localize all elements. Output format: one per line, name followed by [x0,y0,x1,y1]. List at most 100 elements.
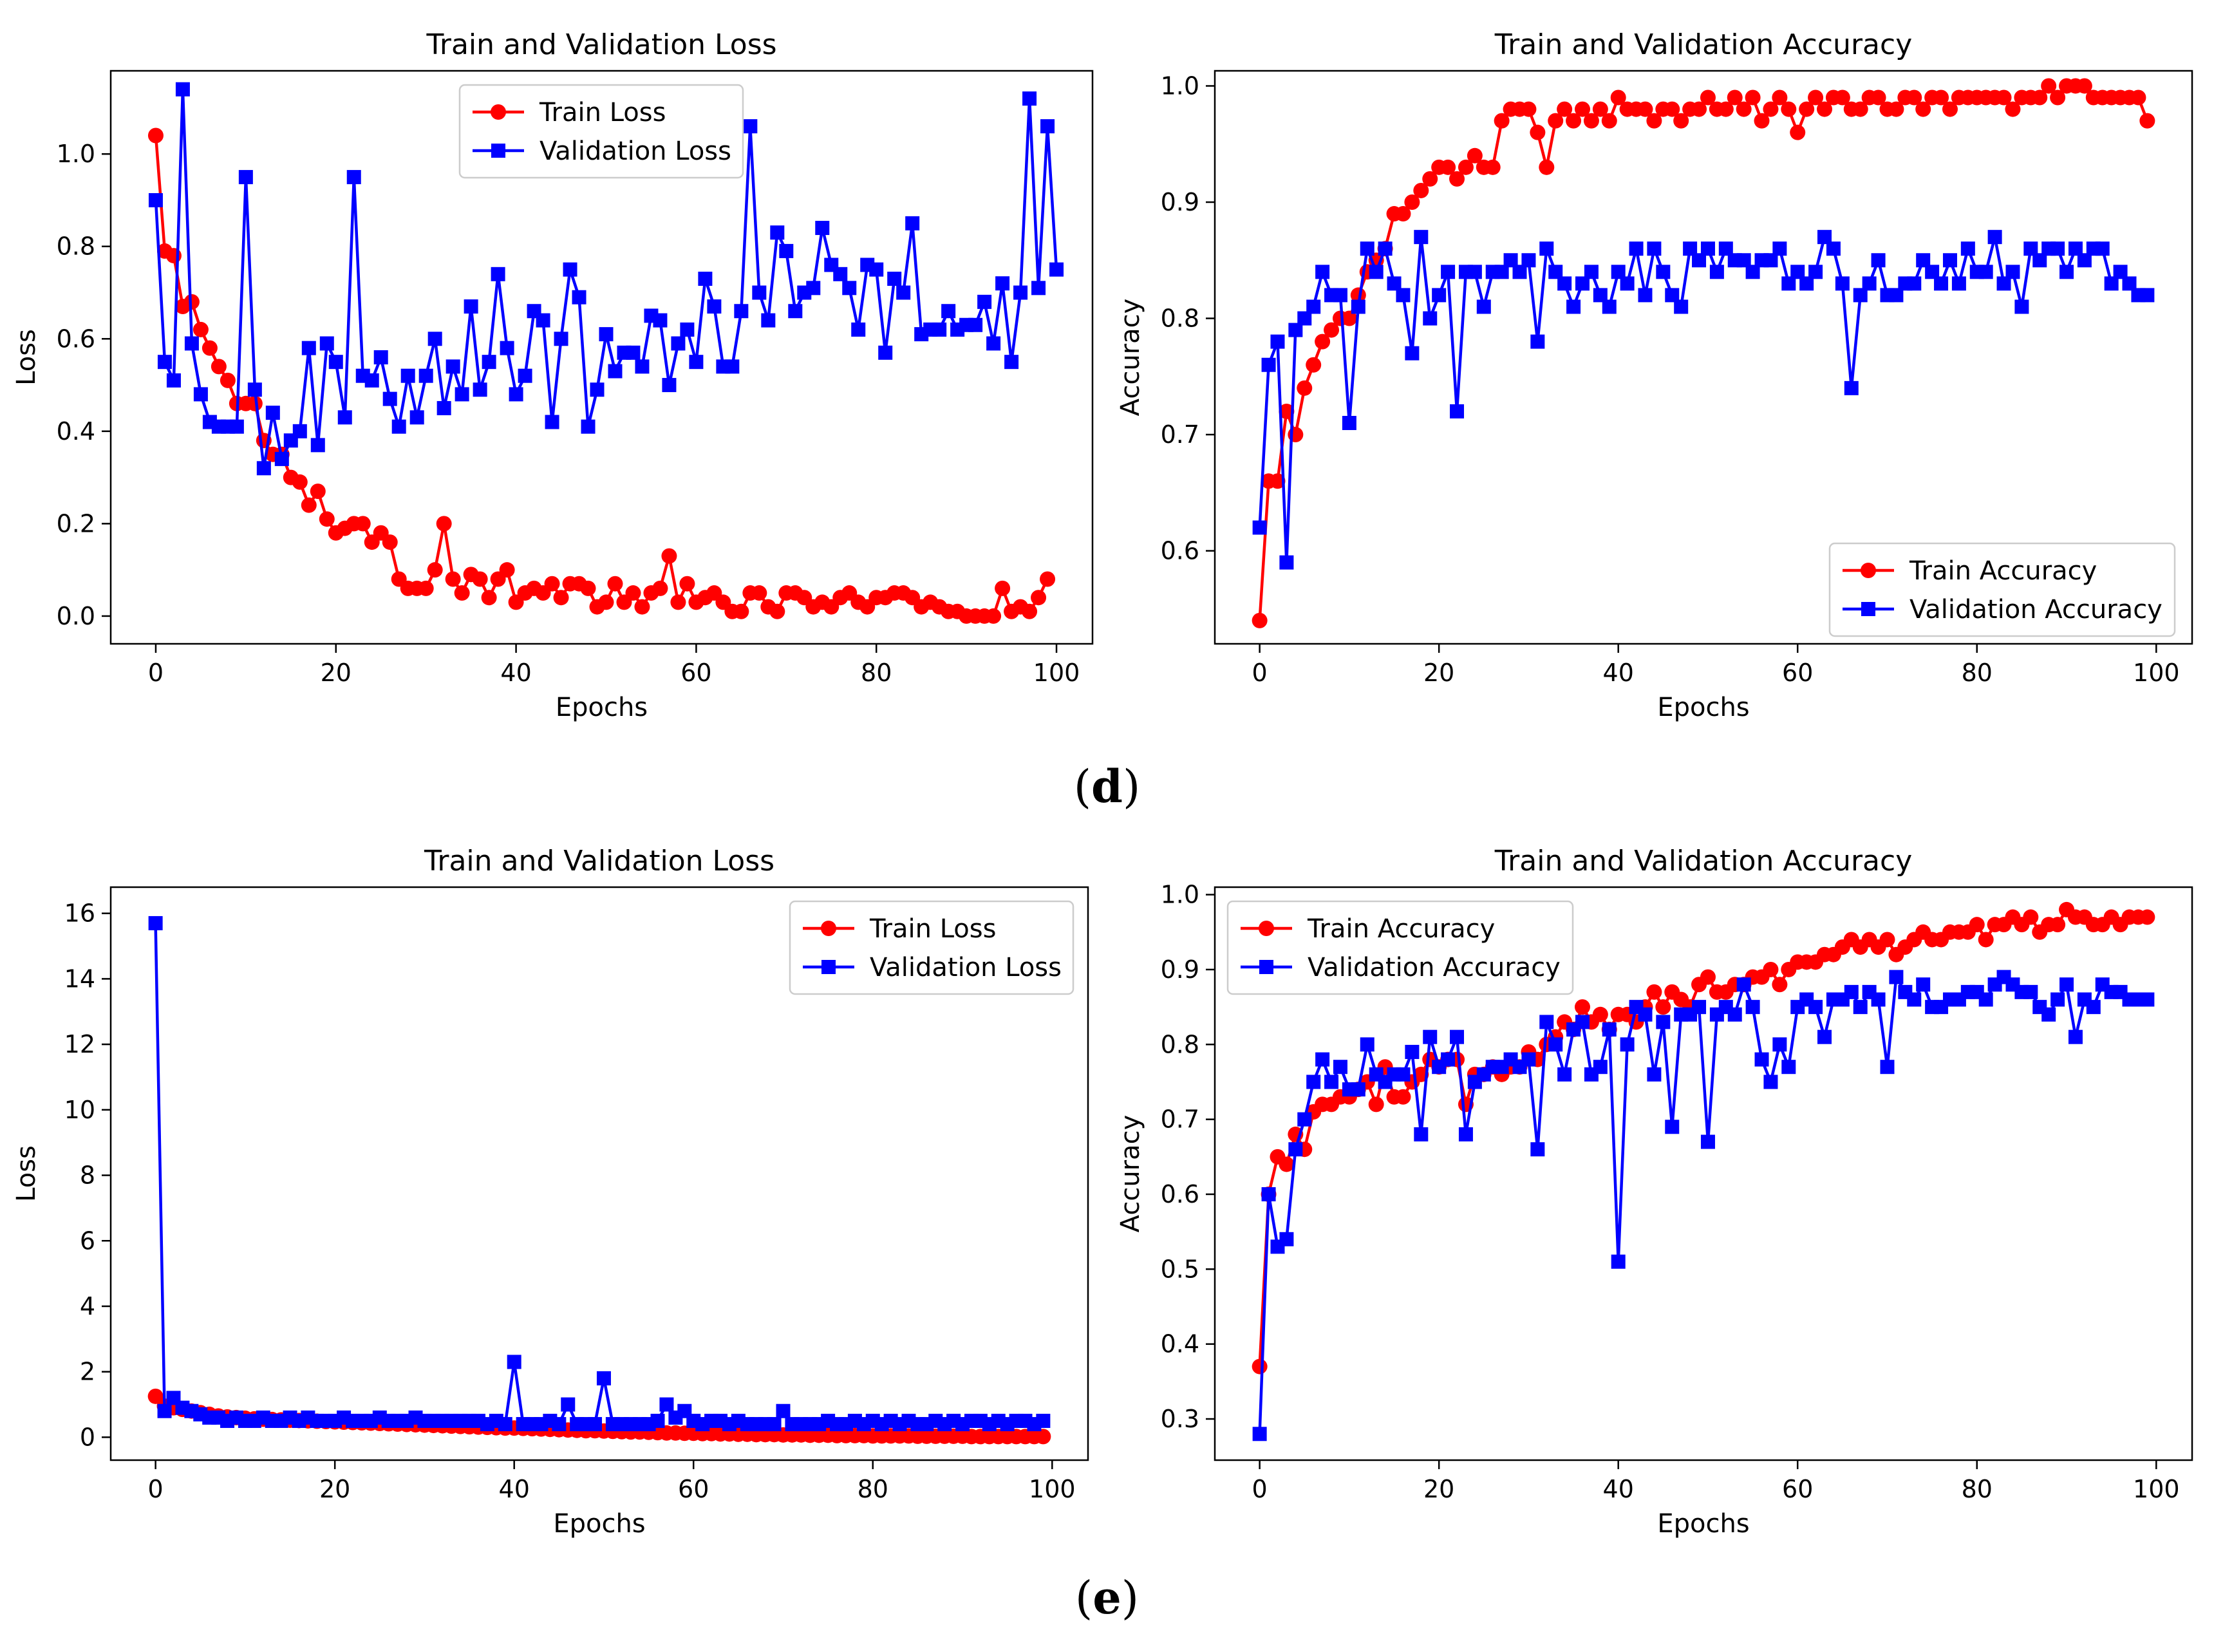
validation-point [653,313,668,328]
y-tick-label: 8 [80,1161,95,1190]
validation-point [2005,265,2020,279]
train-point [1315,333,1331,350]
train-point [1279,403,1295,419]
validation-point [1378,241,1393,256]
y-tick-label: 2 [80,1358,95,1386]
train-point [1700,89,1716,106]
series-validation-loss [148,915,1051,1432]
train-point [1467,147,1483,164]
validation-point [1575,276,1590,291]
train-point [499,562,515,578]
y-tick-label: 0.8 [1161,305,1199,333]
validation-point [1817,230,1832,245]
validation-point [346,170,361,185]
validation-point [833,267,848,281]
train-point [481,590,497,606]
panel-label-d-close: ) [1122,760,1141,813]
validation-point [1414,1127,1429,1141]
x-tick-label: 40 [500,659,531,687]
validation-point [1736,977,1751,992]
x-tick-label: 100 [1033,659,1080,687]
validation-point [588,1417,603,1432]
y-tick-label: 1.0 [1161,71,1199,100]
validation-point [2122,276,2137,291]
panel-label-e-letter: e [1093,1571,1121,1624]
y-tick-label: 0.4 [57,417,95,446]
train-point [1297,380,1313,396]
legend-box [458,84,744,179]
validation-point [1700,241,1715,256]
train-point [2023,909,2039,925]
validation-point [292,424,307,438]
validation-point [400,368,415,383]
validation-point [1548,1037,1563,1052]
validation-point [1942,253,1957,268]
train-point [1449,171,1465,187]
x-tick-label: 100 [2133,1475,2180,1503]
validation-point [1996,276,2011,291]
train-point [2139,113,2155,129]
validation-point [2050,992,2065,1007]
legend-circle-marker [1259,921,1274,936]
validation-point [2059,977,2074,992]
train-point [1458,159,1474,175]
train-point [1040,571,1056,587]
validation-point [536,313,550,328]
y-tick-label: 0.2 [57,509,95,538]
validation-point [1306,299,1321,314]
train-point [1601,113,1617,129]
legend: Train Loss Validation Loss [789,900,1074,995]
train-point [634,599,650,615]
legend-label: Train Accuracy [1307,914,1495,944]
train-point [1736,101,1752,117]
validation-point [1665,288,1680,303]
train-point [1870,89,1886,106]
y-tick-label: 0.9 [1161,188,1199,216]
validation-point [409,410,424,425]
validation-point [779,243,794,258]
validation-point [1620,1037,1635,1052]
legend-circle-marker [1861,563,1876,578]
y-tick-label: 0.3 [1161,1405,1199,1433]
legend-label: Train Loss [539,98,666,127]
validation-point [148,915,163,930]
validation-point [482,355,496,370]
train-point [1440,159,1456,175]
y-tick-label: 10 [64,1096,95,1124]
validation-point [1512,265,1527,279]
validation-point [1647,1067,1662,1082]
train-point [1022,603,1038,619]
validation-point [1656,265,1671,279]
legend: Train Loss Validation Loss [458,84,744,179]
train-point [1539,159,1555,175]
validation-point [1700,1134,1715,1149]
validation-point [905,216,920,230]
train-point [1655,999,1671,1015]
validation-point [650,1413,665,1428]
validation-point [238,170,253,185]
validation-point [1013,285,1028,300]
train-point [202,340,218,356]
legend-label: Validation Loss [870,953,1062,982]
validation-point [1458,1127,1473,1141]
validation-point [554,332,568,346]
x-axis-label: Epochs [553,1509,645,1539]
validation-point [1566,299,1581,314]
legend-label: Validation Accuracy [1909,595,2162,624]
train-point [1350,287,1366,303]
train-point [679,576,695,592]
train-point [1592,101,1608,117]
validation-point [193,387,208,402]
plot-frame [109,886,1089,1461]
validation-point [572,290,586,305]
train-point [1852,101,1868,117]
validation-point [1360,241,1374,256]
train-point [1790,124,1806,140]
validation-point [1004,355,1019,370]
validation-point [498,1417,512,1432]
train-point [733,603,749,619]
train-point [301,497,317,513]
validation-point [707,299,722,314]
y-axis-label: Accuracy [1116,1115,1145,1233]
